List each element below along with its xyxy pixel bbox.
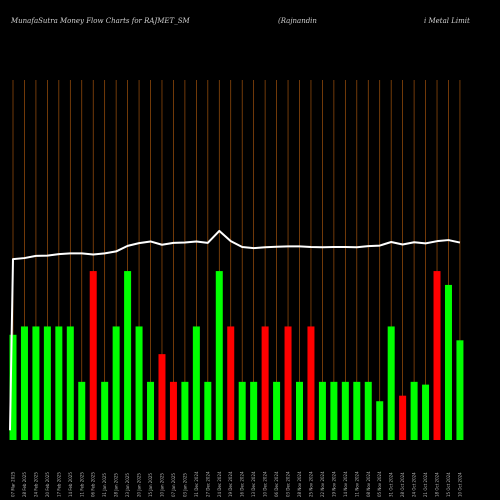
x-tick-label: 28 Nov 2024 (297, 471, 302, 497)
chart-title-company: (Rajnandin (278, 17, 317, 25)
x-tick-label: 22 Nov 2024 (320, 471, 325, 497)
x-tick-label: 06 Dec 2024 (274, 471, 279, 497)
x-tick-label: 16 Dec 2024 (240, 471, 245, 497)
x-tick-label: 14 Nov 2024 (343, 471, 348, 497)
x-tick-label: 18 Oct 2024 (435, 472, 440, 497)
money-flow-bar (89, 271, 97, 440)
money-flow-bar (399, 395, 407, 440)
money-flow-bar (330, 381, 338, 440)
money-flow-bar (238, 381, 246, 440)
x-tick-label: 15 Oct 2024 (446, 472, 451, 497)
x-tick-label: 31 Dec 2024 (194, 471, 199, 497)
money-flow-bar (307, 326, 315, 440)
money-flow-bar (43, 326, 51, 440)
x-tick-labels: 07 Mar 2025 28 Feb 2025 24 Feb 2025 20 Feb … (11, 471, 463, 497)
money-flow-bar (158, 354, 166, 440)
money-flow-bar (284, 326, 292, 440)
x-tick-label: 27 Dec 2024 (205, 471, 210, 497)
money-flow-bar (376, 401, 384, 440)
x-tick-label: 10 Dec 2024 (263, 471, 268, 497)
money-flow-bar (227, 326, 235, 440)
chart-title: MunafaSutra Money Flow Charts for RAJMET… (11, 17, 190, 25)
price-line-series (9, 229, 461, 431)
x-tick-label: 08 Nov 2024 (366, 471, 371, 497)
x-tick-label: 28 Oct 2024 (400, 472, 405, 497)
bar-series (9, 271, 464, 440)
money-flow-bar (55, 326, 63, 440)
x-tick-label: 07 Mar 2025 (11, 471, 16, 497)
x-tick-label: 07 Jan 2025 (171, 473, 176, 497)
money-flow-bar (215, 271, 223, 440)
money-flow-bar (261, 326, 269, 440)
money-flow-bar (296, 381, 303, 440)
x-tick-label: 24 Oct 2024 (412, 472, 417, 497)
money-flow-bar (422, 384, 430, 440)
x-tick-label: 23 Jan 2025 (125, 473, 130, 497)
money-flow-bar (66, 326, 74, 440)
x-tick-label: 19 Nov 2024 (331, 471, 336, 497)
x-tick-label: 24 Feb 2025 (33, 472, 38, 497)
money-flow-bar (433, 271, 441, 440)
x-tick-label: 21 Oct 2024 (423, 472, 428, 497)
x-tick-label: 31 Oct 2024 (389, 472, 394, 497)
x-tick-label: 20 Jan 2025 (137, 473, 142, 497)
money-flow-bar (135, 326, 143, 440)
price-line (9, 229, 461, 431)
money-flow-bar (124, 271, 132, 440)
money-flow-bar (364, 381, 372, 440)
x-tick-label: 11 Nov 2024 (354, 471, 359, 497)
x-tick-label: 03 Jan 2025 (182, 473, 187, 497)
money-flow-bar (318, 381, 326, 440)
money-flow-bar (169, 381, 177, 440)
money-flow-bar (192, 326, 200, 440)
money-flow-bar (101, 381, 109, 440)
x-tick-label: 17 Feb 2025 (56, 472, 61, 497)
money-flow-bar (32, 326, 40, 440)
money-flow-bar (387, 326, 395, 440)
money-flow-bar (20, 326, 28, 440)
x-tick-label: 31 Jan 2025 (102, 473, 107, 497)
x-tick-label: 13 Dec 2024 (251, 471, 256, 497)
x-tick-label: 03 Dec 2024 (286, 471, 291, 497)
x-tick-label: 24 Dec 2024 (217, 471, 222, 497)
money-flow-bar (353, 381, 361, 440)
money-flow-bar (112, 326, 120, 440)
money-flow-bar (78, 381, 86, 440)
money-flow-bar (204, 381, 212, 440)
x-tick-label: 25 Nov 2024 (308, 471, 313, 497)
x-tick-label: 11 Feb 2025 (79, 472, 84, 497)
x-tick-label: 28 Jan 2025 (114, 473, 119, 497)
money-flow-bar (444, 284, 452, 440)
money-flow-bar (341, 381, 349, 440)
x-tick-label: 14 Feb 2025 (68, 472, 73, 497)
money-flow-bar (456, 340, 464, 440)
money-flow-bar (273, 381, 281, 440)
x-tick-label: 10 Oct 2024 (457, 472, 462, 497)
money-flow-bar (147, 381, 155, 440)
x-tick-label: 05 Nov 2024 (377, 471, 382, 497)
x-tick-label: 15 Jan 2025 (148, 473, 153, 497)
money-flow-bar (410, 381, 418, 440)
money-flow-bar (9, 334, 17, 440)
money-flow-bar (181, 381, 189, 440)
x-tick-label: 28 Feb 2025 (22, 472, 27, 497)
money-flow-bar (250, 381, 258, 440)
x-tick-label: 06 Feb 2025 (91, 472, 96, 497)
x-tick-label: 19 Dec 2024 (228, 471, 233, 497)
x-tick-label: 20 Feb 2025 (45, 472, 50, 497)
x-tick-label: 10 Jan 2025 (159, 473, 164, 497)
chart-title-company-suffix: i Metal Limit (424, 17, 470, 25)
